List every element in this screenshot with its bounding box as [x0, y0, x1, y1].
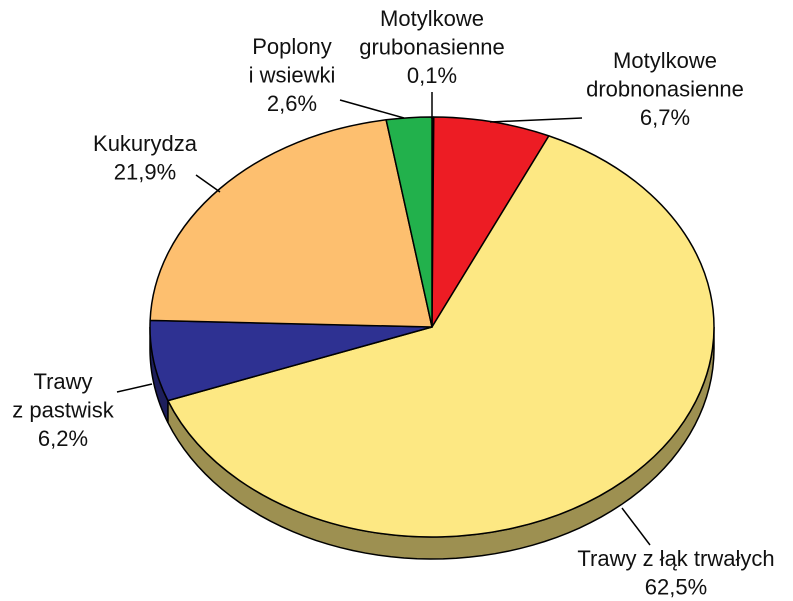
value-label: 6,2% [38, 426, 88, 451]
category-label: Motylkowe [380, 6, 484, 31]
leader-line [489, 117, 583, 123]
slice-label: Poplony i wsiewki 2,6% [249, 34, 336, 116]
slice-label: Motylkowe drobnonasienne 6,7% [586, 48, 744, 130]
category-label: Kukurydza [93, 131, 198, 156]
category-label: grubonasienne [359, 34, 505, 59]
value-label: 21,9% [114, 159, 176, 184]
value-label: 62,5% [645, 574, 707, 599]
slice [149, 119, 433, 328]
slice-label: Trawy z łąk trwałych 62,5% [577, 546, 774, 600]
slice [167, 135, 715, 538]
leader-line [621, 507, 651, 546]
slice-label: Motylkowe grubonasienne 0,1% [359, 6, 505, 88]
category-label: Trawy z łąk trwałych [577, 546, 774, 571]
category-label: Poplony [252, 34, 332, 59]
leader-line [116, 383, 153, 393]
category-label: z pastwisk [12, 397, 114, 422]
category-label: Trawy [33, 369, 92, 394]
slice-label: Kukurydza 21,9% [93, 131, 198, 185]
category-label: Motylkowe [613, 48, 717, 73]
value-label: 2,6% [267, 91, 317, 116]
leader-line [195, 174, 221, 193]
value-label: 6,7% [640, 105, 690, 130]
leader-line [339, 99, 405, 119]
category-label: i wsiewki [249, 62, 336, 87]
category-label: drobnonasienne [586, 76, 744, 101]
slice-label: Trawy z pastwisk 6,2% [12, 369, 114, 451]
value-label: 0,1% [407, 63, 457, 88]
